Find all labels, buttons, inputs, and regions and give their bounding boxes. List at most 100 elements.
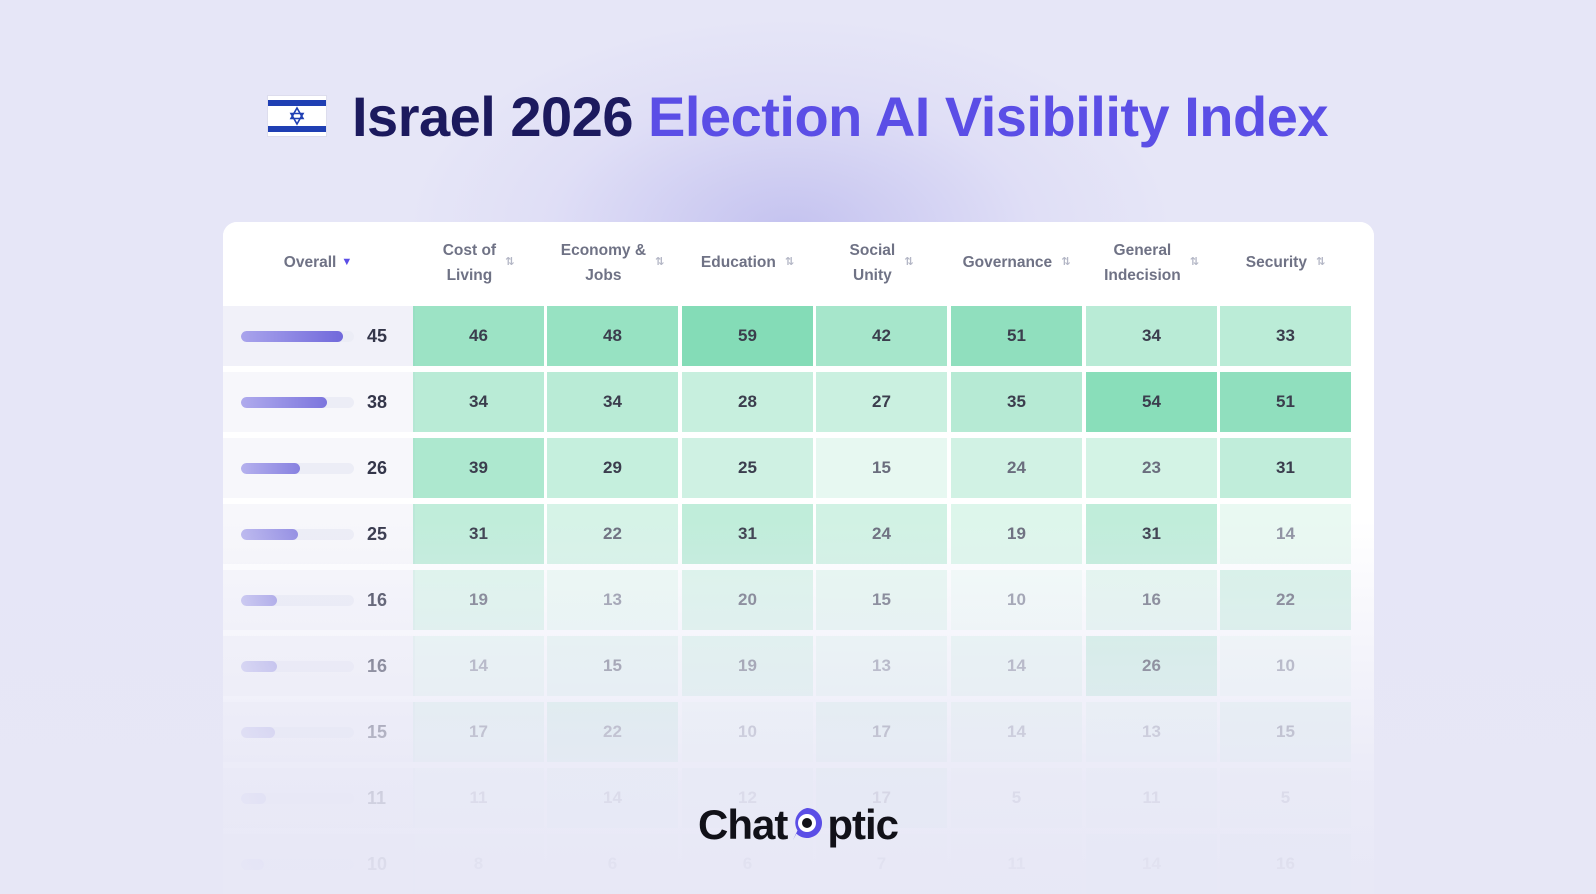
score-cell: 29	[547, 438, 678, 498]
score-cell: 48	[547, 306, 678, 366]
column-header-line2: Unity	[853, 266, 892, 284]
score-cell: 27	[816, 372, 947, 432]
sort-icon[interactable]: ⇅	[505, 256, 515, 268]
score-cell: 16	[1086, 570, 1217, 630]
overall-score: 25	[367, 524, 388, 544]
score-cell: 15	[1220, 702, 1351, 762]
score-cell: 10	[1220, 636, 1351, 696]
column-header-line1: Governance	[962, 254, 1053, 271]
column-header-label: Overall	[283, 254, 337, 271]
score-cell: 24	[951, 438, 1082, 498]
overall-score: 16	[367, 590, 388, 610]
overall-score: 38	[367, 392, 388, 412]
column-header[interactable]: Cost of Living ⇅	[413, 222, 544, 303]
overall-progress-bar	[241, 661, 354, 672]
column-header[interactable]: Social Unity ⇅	[816, 222, 947, 303]
column-header-line1: General	[1113, 241, 1172, 259]
column-header[interactable]: General Indecision ⇅	[1086, 222, 1217, 303]
sort-icon[interactable]: ⇅	[1061, 256, 1071, 268]
overall-progress-fill	[241, 463, 300, 474]
column-header-line2: Indecision	[1104, 266, 1181, 284]
logo-text-right: ptic	[827, 801, 899, 848]
overall-cell: 16	[223, 636, 415, 696]
overall-cell: 45	[223, 306, 415, 366]
score-cell: 15	[547, 636, 678, 696]
column-header-line2: Jobs	[585, 266, 622, 284]
score-cell: 23	[1086, 438, 1217, 498]
column-header-overall[interactable]: Overall ▼	[223, 222, 413, 303]
overall-progress-fill	[241, 595, 278, 606]
score-cell: 28	[682, 372, 813, 432]
sort-icon[interactable]: ⇅	[1315, 256, 1326, 268]
overall-cell: 38	[223, 372, 415, 432]
score-cell: 59	[682, 306, 813, 366]
overall-progress-bar	[241, 595, 354, 606]
score-cell: 10	[682, 702, 813, 762]
score-cell: 31	[682, 504, 813, 564]
score-cell: 14	[951, 702, 1082, 762]
score-cell: 14	[951, 636, 1082, 696]
header: Israel 2026 Election AI Visibility Index	[0, 76, 1596, 156]
overall-progress-bar	[241, 463, 354, 474]
column-header[interactable]: Economy & Jobs ⇅	[547, 222, 678, 303]
overall-cell: 16	[223, 570, 415, 630]
israel-flag-icon	[267, 96, 326, 136]
score-cell: 10	[951, 570, 1082, 630]
index-table: Overall ▼ Cost of Living ⇅ Economy & Jobs ⇅ Educ…	[223, 222, 1374, 894]
score-cell: 51	[1220, 372, 1351, 432]
score-cell: 46	[413, 306, 544, 366]
table-header: Overall ▼ Cost of Living ⇅ Economy & Jobs ⇅ Educ…	[223, 222, 1374, 303]
column-header-label: Social Unity	[850, 238, 896, 288]
overall-progress-bar	[241, 331, 354, 342]
score-cell: 15	[816, 570, 947, 630]
overall-score: 16	[367, 656, 388, 676]
column-header-label: Economy & Jobs	[561, 238, 646, 288]
sort-icon[interactable]: ⇅	[655, 256, 665, 268]
score-cell: 17	[413, 702, 544, 762]
score-cell: 14	[1220, 504, 1351, 564]
score-cell: 22	[547, 504, 678, 564]
overall-progress-fill	[241, 529, 298, 540]
column-header-line1: Economy &	[560, 241, 647, 259]
column-header-label: Security	[1246, 250, 1307, 275]
score-cell: 31	[1220, 438, 1351, 498]
overall-cell: 15	[223, 702, 415, 762]
logo-text-left: Chat	[697, 801, 788, 848]
score-cell: 35	[951, 372, 1082, 432]
sort-icon[interactable]: ⇅	[904, 256, 914, 268]
score-cell: 15	[816, 438, 947, 498]
column-header[interactable]: Governance ⇅	[951, 222, 1082, 303]
score-cell: 34	[1086, 306, 1217, 366]
score-cell: 51	[951, 306, 1082, 366]
column-header-line2: Living	[446, 266, 493, 284]
overall-progress-fill	[241, 727, 275, 738]
column-header-label: Cost of Living	[443, 238, 496, 288]
score-cell: 31	[1086, 504, 1217, 564]
column-header-line1: Education	[700, 254, 776, 271]
score-cell: 20	[682, 570, 813, 630]
column-header-line1: Social	[849, 241, 896, 259]
score-cell: 34	[547, 372, 678, 432]
column-header[interactable]: Education ⇅	[682, 222, 813, 303]
score-cell: 19	[951, 504, 1082, 564]
score-cell: 13	[816, 636, 947, 696]
score-cell: 14	[413, 636, 544, 696]
column-header[interactable]: Security ⇅	[1220, 222, 1351, 303]
score-cell: 25	[682, 438, 813, 498]
score-cell: 24	[816, 504, 947, 564]
sort-desc-icon[interactable]: ▼	[341, 256, 353, 268]
overall-progress-fill	[241, 397, 327, 408]
column-header-label: General Indecision	[1104, 238, 1181, 288]
score-cell: 42	[816, 306, 947, 366]
score-cell: 26	[1086, 636, 1217, 696]
sort-icon[interactable]: ⇅	[784, 256, 795, 268]
score-cell: 22	[547, 702, 678, 762]
title-index-name: Election AI Visibility Index	[648, 84, 1328, 148]
overall-progress-bar	[241, 727, 354, 738]
sort-icon[interactable]: ⇅	[1189, 256, 1199, 268]
overall-cell: 26	[223, 438, 415, 498]
overall-cell: 25	[223, 504, 415, 564]
score-cell: 19	[682, 636, 813, 696]
score-cell: 13	[1086, 702, 1217, 762]
score-cell: 19	[413, 570, 544, 630]
